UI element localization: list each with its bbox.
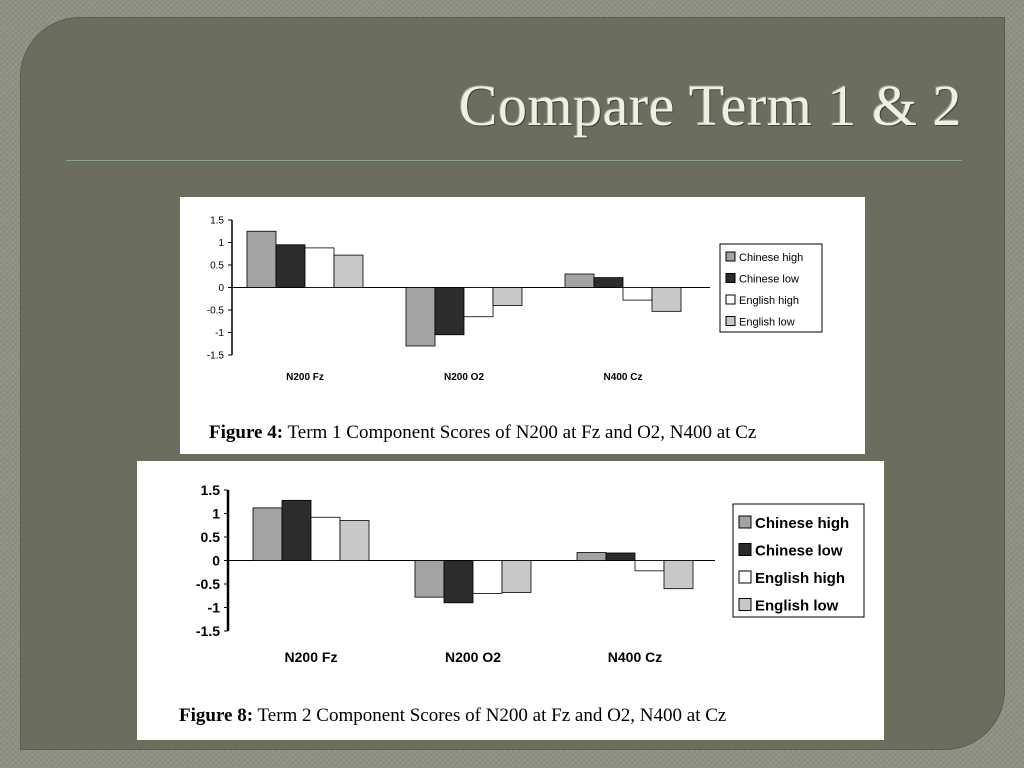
- chart2-legend-swatch-chinese-low: [738, 543, 752, 556]
- chart2-y-tick-label: -1: [208, 599, 221, 615]
- chart2-y-tick-label: 0: [212, 552, 220, 568]
- chart2-y-tick-label: -1.5: [196, 623, 220, 639]
- chart1-legend-swatch-english-high: [725, 294, 736, 305]
- chart2-legend-label-chinese-low: Chinese low: [755, 543, 843, 560]
- chart1-legend-label-chinese-high: Chinese high: [739, 252, 803, 264]
- chart1-bar-chinese-high-n200-o2: [405, 287, 436, 347]
- chart1-bar-chinese-high-n400-cz: [564, 273, 595, 288]
- figure-4-caption-text: Term 1 Component Scores of N200 at Fz an…: [287, 422, 757, 443]
- chart2-y-tick-label: -0.5: [196, 576, 220, 592]
- chart2-x-category-label: N200 O2: [445, 649, 501, 665]
- chart2-x-category-label: N400 Cz: [608, 649, 662, 665]
- figure-8-caption: Figure 8: Term 2 Component Scores of N20…: [179, 705, 726, 727]
- chart2-y-tick-label: 0.5: [201, 529, 221, 545]
- title-divider: [66, 160, 962, 161]
- chart2-y-tick-label: 1.5: [201, 482, 221, 498]
- chart2-bar-english-high-n200-o2: [472, 560, 503, 594]
- chart1-bar-chinese-low-n200-fz: [275, 244, 306, 288]
- chart2-legend-swatch-english-high: [738, 570, 752, 584]
- chart2-bar-chinese-low-n200-fz: [281, 499, 312, 561]
- chart1-legend-box: [719, 243, 823, 333]
- slide-title: Compare Term 1 & 2: [458, 73, 962, 138]
- chart2-bar-chinese-high-n200-o2: [414, 560, 445, 598]
- chart1-y-tick-label: 0: [218, 283, 224, 294]
- chart1-y-tick-label: 1.5: [210, 216, 224, 227]
- figure-8-caption-text: Term 2 Component Scores of N200 at Fz an…: [257, 705, 727, 726]
- chart2-bar-english-low-n400-cz: [663, 560, 694, 590]
- chart2-legend-label-english-high: English high: [755, 570, 845, 587]
- chart1-x-category-label: N200 O2: [444, 372, 484, 383]
- chart1-bar-english-low-n200-fz: [333, 254, 364, 288]
- chart1-bar-english-high-n400-cz: [622, 287, 653, 301]
- chart1-y-tick-label: -0.5: [207, 306, 225, 317]
- chart1-y-tick-label: -1.5: [207, 351, 225, 362]
- chart1-legend-label-english-low: English low: [739, 317, 795, 329]
- chart1-x-category-label: N400 Cz: [604, 372, 643, 383]
- figure-4-panel: 1.5 1 0.5 0 -0.5 -1 -1.5 N200 Fz N200 O2 N400 Cz C…: [180, 197, 865, 454]
- chart2-bar-english-low-n200-o2: [501, 560, 532, 593]
- chart2-legend-label-chinese-high: Chinese high: [755, 515, 849, 532]
- chart2-bar-chinese-high-n200-fz: [252, 507, 283, 561]
- figure-4-caption-label: Figure 4:: [209, 422, 284, 443]
- chart2-legend-label-english-low: English low: [755, 598, 839, 615]
- figure-8-chart: 1.5 1 0.5 0 -0.5 -1 -1.5 N200 Fz N200 O2 N400 Cz C…: [196, 482, 865, 665]
- chart2-bar-english-low-n200-fz: [339, 520, 370, 561]
- figure-8-caption-label: Figure 8:: [179, 705, 254, 726]
- chart1-legend-label-chinese-low: Chinese low: [739, 274, 799, 286]
- chart1-legend-swatch-english-low: [725, 316, 736, 326]
- chart2-bar-english-high-n400-cz: [634, 560, 665, 572]
- chart2-bar-english-high-n200-fz: [310, 516, 341, 561]
- chart2-y-tick-label: 1: [212, 505, 220, 521]
- figure-4-caption: Figure 4: Term 1 Component Scores of N20…: [209, 422, 756, 444]
- chart1-bar-chinese-low-n200-o2: [434, 287, 465, 336]
- chart1-bar-chinese-low-n400-cz: [593, 277, 624, 288]
- chart1-bar-english-low-n200-o2: [492, 287, 523, 306]
- chart1-legend-swatch-chinese-low: [725, 273, 736, 283]
- figure-4-chart: 1.5 1 0.5 0 -0.5 -1 -1.5 N200 Fz N200 O2 N400 Cz C…: [207, 216, 823, 383]
- chart1-bar-chinese-high-n200-fz: [246, 230, 277, 288]
- chart2-legend-swatch-chinese-high: [738, 515, 752, 529]
- chart1-bar-english-high-n200-fz: [304, 247, 335, 288]
- figure-8-panel: 1.5 1 0.5 0 -0.5 -1 -1.5 N200 Fz N200 O2 N400 Cz C…: [137, 461, 884, 740]
- chart1-y-tick-label: 0.5: [210, 261, 224, 272]
- chart2-bar-chinese-low-n200-o2: [443, 560, 474, 604]
- chart2-x-category-label: N200 Fz: [285, 649, 338, 665]
- chart1-bar-english-high-n200-o2: [463, 287, 494, 318]
- chart1-y-tick-label: -1: [215, 328, 224, 339]
- chart2-legend-swatch-english-low: [738, 598, 752, 611]
- chart2-bar-chinese-high-n400-cz: [576, 552, 607, 561]
- chart2-legend-box: [732, 503, 865, 618]
- chart2-bar-chinese-low-n400-cz: [605, 552, 636, 561]
- chart1-legend-swatch-chinese-high: [725, 251, 736, 262]
- chart1-y-tick-label: 1: [218, 238, 224, 249]
- chart1-legend-label-english-high: English high: [739, 295, 799, 307]
- chart1-x-category-label: N200 Fz: [286, 372, 324, 383]
- chart1-bar-english-low-n400-cz: [651, 287, 682, 312]
